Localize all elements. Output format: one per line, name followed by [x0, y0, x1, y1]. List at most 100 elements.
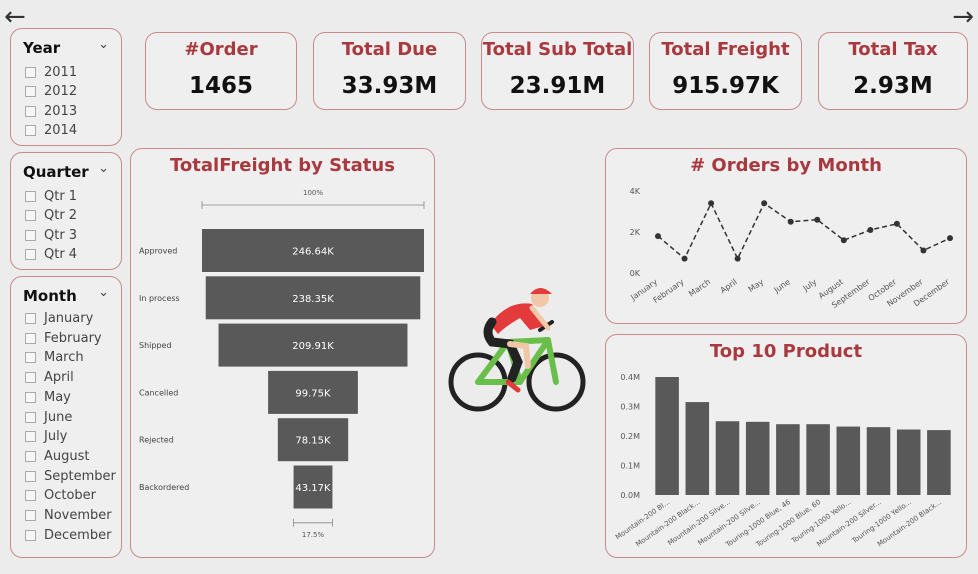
quarter-option-4[interactable]: Qtr 4 [25, 247, 77, 262]
kpi-value: 23.91M [509, 73, 606, 99]
chart-title: # Orders by Month [690, 155, 882, 176]
checkbox[interactable] [25, 372, 36, 384]
funnel-top-bracket [201, 201, 425, 209]
checkbox[interactable] [25, 529, 36, 541]
y-tick-label: 0.4M [620, 373, 640, 382]
line-point[interactable] [734, 255, 741, 262]
month-slicer: Month ⌄ January February March April May June… [10, 276, 122, 558]
product-bar[interactable] [776, 424, 800, 495]
funnel-value-label: 78.15K [295, 436, 331, 447]
funnel-bar[interactable] [218, 323, 408, 367]
y-tick-label: 2K [630, 228, 641, 237]
month-option-july[interactable]: July [25, 429, 67, 444]
line-point[interactable] [840, 237, 847, 244]
line-point[interactable] [708, 200, 715, 207]
kpi-order-count: #Order 1465 [145, 32, 297, 110]
x-tick-label: April [719, 277, 739, 295]
checkbox[interactable] [25, 210, 36, 221]
month-label: September [44, 468, 116, 484]
funnel-bar[interactable] [202, 229, 424, 272]
checkbox[interactable] [25, 450, 36, 462]
year-option-2013[interactable]: 2013 [25, 104, 77, 119]
month-option-june[interactable]: June [25, 410, 72, 425]
year-option-2011[interactable]: 2011 [25, 65, 77, 80]
product-bar[interactable] [836, 426, 861, 495]
funnel-bar[interactable] [205, 276, 421, 320]
product-bar[interactable] [866, 427, 891, 495]
year-option-2014[interactable]: 2014 [25, 123, 77, 138]
checkbox[interactable] [25, 67, 36, 78]
month-label: October [44, 488, 97, 504]
checkbox[interactable] [25, 470, 36, 482]
checkbox[interactable] [25, 510, 36, 521]
month-option-november[interactable]: November [25, 508, 112, 523]
checkbox[interactable] [25, 332, 36, 344]
line-point[interactable] [814, 216, 821, 223]
checkbox[interactable] [25, 249, 36, 260]
month-option-september[interactable]: September [25, 469, 116, 484]
checkbox[interactable] [25, 191, 36, 202]
product-bar[interactable] [715, 421, 740, 495]
forward-arrow-icon[interactable]: → [952, 2, 974, 32]
year-option-2012[interactable]: 2012 [25, 84, 77, 99]
checkbox[interactable] [25, 411, 36, 423]
funnel-bar[interactable] [293, 465, 333, 509]
quarter-option-1[interactable]: Qtr 1 [25, 189, 77, 204]
chevron-down-icon[interactable]: ⌄ [98, 285, 109, 300]
month-label: May [44, 389, 71, 405]
checkbox[interactable] [25, 106, 36, 117]
product-bar[interactable] [806, 424, 830, 495]
month-label: March [44, 350, 84, 366]
month-option-february[interactable]: February [25, 331, 102, 346]
kpi-total-due: Total Due 33.93M [313, 32, 466, 110]
checkbox[interactable] [25, 391, 36, 403]
chevron-down-icon[interactable]: ⌄ [98, 37, 109, 52]
month-option-january[interactable]: January [25, 311, 93, 326]
kpi-title: Total Due [341, 39, 438, 60]
line-point[interactable] [867, 226, 874, 233]
product-bar[interactable] [745, 421, 770, 495]
bar-chart-card: Top 10 Product 0.0M 0.1M 0.2M 0.3M 0.4M Mount… [605, 334, 967, 558]
x-tick-label: March [687, 277, 712, 298]
funnel-bottom-bracket [293, 518, 333, 527]
line-point[interactable] [681, 255, 688, 262]
funnel-category-label: Shipped [139, 341, 172, 350]
checkbox[interactable] [25, 490, 36, 502]
kpi-value: 2.93M [853, 73, 933, 99]
product-bar[interactable] [655, 377, 679, 495]
checkbox[interactable] [25, 352, 36, 364]
product-bar[interactable] [685, 402, 710, 495]
product-bar[interactable] [896, 429, 921, 495]
checkbox[interactable] [25, 125, 36, 136]
y-tick-label: 0.0M [620, 491, 640, 500]
checkbox[interactable] [25, 431, 36, 443]
line-point[interactable] [920, 247, 927, 254]
quarter-option-2[interactable]: Qtr 2 [25, 208, 77, 223]
month-option-december[interactable]: December [25, 528, 111, 543]
line-point[interactable] [893, 220, 900, 227]
funnel-bar[interactable] [268, 370, 358, 414]
checkbox[interactable] [25, 86, 36, 97]
line-point[interactable] [787, 218, 794, 225]
checkbox[interactable] [25, 313, 36, 324]
kpi-total-sub-total: Total Sub Total 23.91M [481, 32, 634, 110]
month-option-april[interactable]: April [25, 370, 74, 385]
month-option-may[interactable]: May [25, 390, 71, 405]
checkbox[interactable] [25, 230, 36, 241]
line-point[interactable] [947, 235, 953, 242]
funnel-category-label: Approved [139, 247, 177, 256]
funnel-value-label: 43.17K [295, 483, 331, 494]
chevron-down-icon[interactable]: ⌄ [98, 161, 109, 176]
back-arrow-icon[interactable]: ← [4, 2, 26, 32]
funnel-bar[interactable] [277, 418, 349, 462]
product-bar[interactable] [927, 430, 951, 495]
month-option-august[interactable]: August [25, 449, 90, 464]
year-slicer-title: Year [23, 39, 61, 57]
quarter-option-3[interactable]: Qtr 3 [25, 228, 77, 243]
funnel-chart: 100% 246.64K Approved 238.35K In process 209.… [139, 189, 425, 539]
month-option-october[interactable]: October [25, 488, 96, 503]
line-point[interactable] [761, 200, 768, 207]
line-point[interactable] [655, 233, 661, 240]
month-option-march[interactable]: March [25, 350, 84, 365]
